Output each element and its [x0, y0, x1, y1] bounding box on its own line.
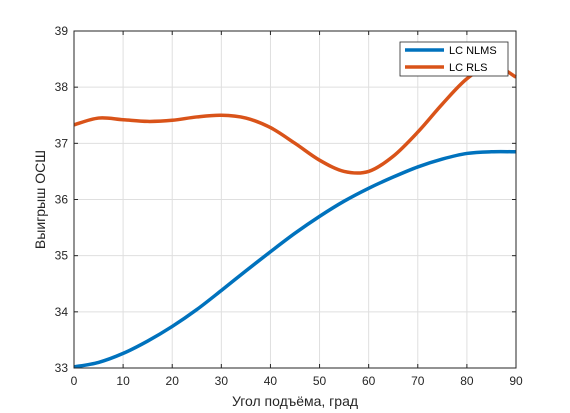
x-tick-label: 70	[411, 374, 425, 388]
legend-label-lc-rls: LC RLS	[449, 62, 488, 74]
x-tick-label: 40	[264, 374, 278, 388]
y-tick-label: 39	[55, 24, 69, 38]
series-lines	[73, 62, 517, 369]
series-line-lc-rls	[73, 62, 517, 175]
x-axis-label: Угол подъёма, град	[232, 393, 358, 409]
y-tick-label: 36	[55, 193, 69, 207]
axis-ticks: 0 10 20 30 40 50 60 70 80 90 33 34 35 36 37 38 39	[55, 24, 523, 388]
legend: LC NLMS LC RLS	[399, 41, 509, 77]
x-tick-label: 90	[509, 374, 523, 388]
y-tick-label: 35	[55, 249, 69, 263]
x-tick-label: 60	[362, 374, 376, 388]
x-tick-label: 50	[313, 374, 327, 388]
y-tick-label: 34	[55, 305, 69, 319]
x-tick-label: 10	[116, 374, 130, 388]
y-axis-label: Выигрыш ОСШ	[32, 150, 48, 249]
y-tick-label: 37	[55, 136, 69, 150]
y-tick-label: 33	[55, 361, 69, 375]
x-tick-label: 0	[71, 374, 78, 388]
legend-label-lc-nlms: LC NLMS	[449, 45, 497, 57]
series-line-lc-nlms	[73, 149, 517, 369]
x-tick-label: 80	[460, 374, 474, 388]
legend-box	[399, 41, 509, 77]
y-tick-label: 38	[55, 80, 69, 94]
x-tick-label: 20	[166, 374, 180, 388]
x-tick-label: 30	[215, 374, 229, 388]
